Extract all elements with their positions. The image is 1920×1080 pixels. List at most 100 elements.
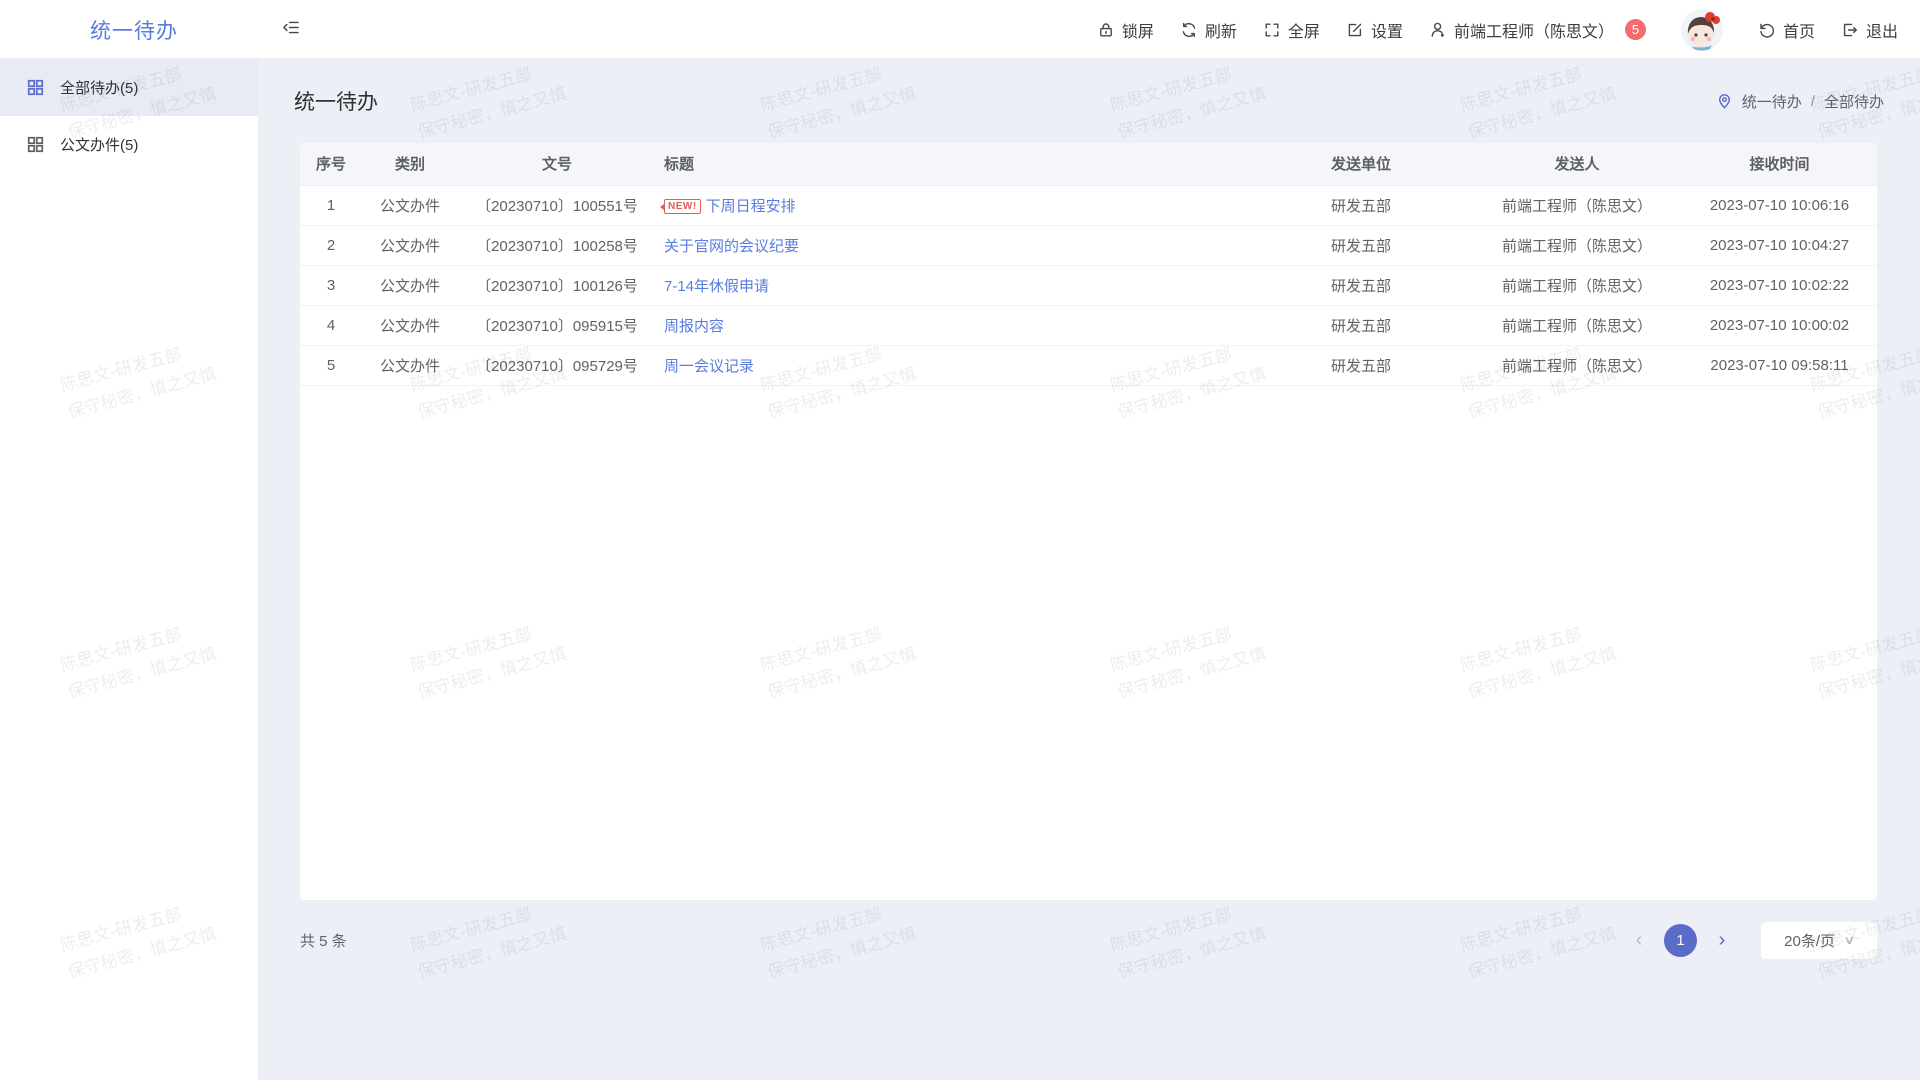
cell-doc-no: 〔20230710〕095915号 — [458, 305, 656, 346]
cell-time: 2023-07-10 10:02:22 — [1682, 265, 1877, 306]
col-time: 接收时间 — [1682, 143, 1877, 186]
cell-seq: 1 — [300, 185, 362, 226]
lock-screen-button[interactable]: 锁屏 — [1097, 18, 1154, 42]
home-button[interactable]: 首页 — [1758, 18, 1815, 42]
doc-title-link[interactable]: 7-14年休假申请 — [664, 277, 770, 295]
cell-unit: 研发五部 — [1250, 305, 1472, 346]
next-page-button[interactable]: › — [1718, 928, 1726, 951]
lock-icon — [1097, 21, 1115, 39]
table-row: 2 公文办件 〔20230710〕100258号 关于官网的会议纪要 研发五部 … — [300, 225, 1877, 266]
doc-title-link[interactable]: 周一会议记录 — [664, 357, 755, 375]
header-toolbar: 锁屏 刷新 全屏 设置 — [1097, 0, 1898, 59]
breadcrumb-current: 全部待办 — [1823, 93, 1884, 111]
new-badge: NEW! — [660, 198, 701, 214]
col-doc-no: 文号 — [458, 143, 656, 186]
lock-screen-label: 锁屏 — [1121, 23, 1154, 41]
location-pin-icon — [1716, 93, 1733, 110]
fullscreen-button[interactable]: 全屏 — [1263, 18, 1320, 42]
main-content: 统一待办 统一待办 / 全部待办 序号 类别 文号 — [259, 59, 1920, 1080]
avatar[interactable] — [1680, 8, 1724, 52]
logout-button[interactable]: 退出 — [1841, 18, 1898, 42]
sidebar-item-label: 公文办件(5) — [60, 137, 139, 154]
table-row: 1 公文办件 〔20230710〕100551号 NEW! 下周日程安排 研发五部… — [300, 185, 1877, 226]
todo-count-badge: 5 — [1624, 19, 1646, 40]
sidebar: 全部待办(5) 公文办件(5) — [0, 59, 259, 1080]
col-sender: 发送人 — [1472, 143, 1682, 186]
fullscreen-label: 全屏 — [1287, 23, 1320, 41]
table-row: 5 公文办件 〔20230710〕095729号 周一会议记录 研发五部 前端工… — [300, 345, 1877, 386]
pagination: ‹ 1 › 20条/页 ∨ — [1624, 921, 1877, 959]
breadcrumb: 统一待办 / 全部待办 — [1716, 91, 1884, 112]
refresh-button[interactable]: 刷新 — [1180, 18, 1237, 42]
cell-doc-no: 〔20230710〕095729号 — [458, 345, 656, 386]
total-count: 共 5 条 — [300, 932, 347, 950]
doc-title-link[interactable]: 关于官网的会议纪要 — [664, 237, 800, 255]
todo-table: 序号 类别 文号 标题 发送单位 发送人 接收时间 1 公文办件 〔202307… — [300, 143, 1877, 386]
page-number-button[interactable]: 1 — [1664, 923, 1697, 957]
cell-category: 公文办件 — [362, 345, 458, 386]
sidebar-collapse-button[interactable] — [278, 17, 304, 43]
cell-seq: 3 — [300, 265, 362, 306]
cell-seq: 2 — [300, 225, 362, 266]
menu-fold-icon — [282, 18, 301, 42]
logout-icon — [1841, 21, 1859, 39]
user-icon — [1429, 21, 1447, 39]
cell-unit: 研发五部 — [1250, 225, 1472, 266]
home-label: 首页 — [1782, 23, 1815, 41]
chevron-down-icon: ∨ — [1843, 933, 1856, 947]
col-unit: 发送单位 — [1250, 143, 1472, 186]
cell-sender: 前端工程师（陈思文） — [1472, 305, 1682, 346]
cell-time: 2023-07-10 10:06:16 — [1682, 185, 1877, 226]
sidebar-item-official-docs[interactable]: 公文办件(5) — [0, 116, 258, 173]
table-header-row: 序号 类别 文号 标题 发送单位 发送人 接收时间 — [300, 143, 1877, 186]
app-logo: 统一待办 — [90, 19, 178, 43]
settings-label: 设置 — [1370, 23, 1403, 41]
cell-sender: 前端工程师（陈思文） — [1472, 225, 1682, 266]
cell-category: 公文办件 — [362, 225, 458, 266]
table-row: 4 公文办件 〔20230710〕095915号 周报内容 研发五部 前端工程师… — [300, 305, 1877, 346]
doc-title-link[interactable]: 周报内容 — [664, 317, 725, 335]
cell-category: 公文办件 — [362, 305, 458, 346]
cell-sender: 前端工程师（陈思文） — [1472, 185, 1682, 226]
settings-button[interactable]: 设置 — [1346, 18, 1403, 42]
cell-seq: 5 — [300, 345, 362, 386]
cell-category: 公文办件 — [362, 265, 458, 306]
grid-icon — [26, 78, 45, 97]
cell-time: 2023-07-10 09:58:11 — [1682, 345, 1877, 386]
current-user[interactable]: 前端工程师（陈思文） 5 — [1429, 18, 1646, 42]
table-row: 3 公文办件 〔20230710〕100126号 7-14年休假申请 研发五部 … — [300, 265, 1877, 306]
col-seq: 序号 — [300, 143, 362, 186]
user-name: 前端工程师（陈思文） — [1453, 23, 1614, 41]
page-title: 统一待办 — [294, 91, 378, 114]
cell-sender: 前端工程师（陈思文） — [1472, 265, 1682, 306]
cell-doc-no: 〔20230710〕100126号 — [458, 265, 656, 306]
fullscreen-icon — [1263, 21, 1281, 39]
refresh-icon — [1180, 21, 1198, 39]
cell-category: 公文办件 — [362, 185, 458, 226]
cell-time: 2023-07-10 10:00:02 — [1682, 305, 1877, 346]
settings-edit-icon — [1346, 21, 1364, 39]
col-category: 类别 — [362, 143, 458, 186]
prev-page-button[interactable]: ‹ — [1635, 928, 1643, 951]
logout-label: 退出 — [1865, 23, 1898, 41]
grid-icon — [26, 135, 45, 154]
sidebar-item-all-todo[interactable]: 全部待办(5) — [0, 59, 258, 116]
cell-sender: 前端工程师（陈思文） — [1472, 345, 1682, 386]
doc-title-link[interactable]: 下周日程安排 — [705, 197, 796, 215]
breadcrumb-separator: / — [1810, 92, 1815, 110]
page-size-value: 20条/页 — [1784, 932, 1836, 950]
todo-table-card: 序号 类别 文号 标题 发送单位 发送人 接收时间 1 公文办件 〔202307… — [300, 143, 1877, 900]
col-title: 标题 — [656, 143, 1250, 186]
back-home-icon — [1758, 21, 1776, 39]
cell-time: 2023-07-10 10:04:27 — [1682, 225, 1877, 266]
cell-unit: 研发五部 — [1250, 345, 1472, 386]
breadcrumb-root[interactable]: 统一待办 — [1741, 93, 1802, 111]
cell-unit: 研发五部 — [1250, 265, 1472, 306]
cell-seq: 4 — [300, 305, 362, 346]
sidebar-item-label: 全部待办(5) — [60, 80, 139, 97]
page-size-select[interactable]: 20条/页 ∨ — [1761, 921, 1877, 959]
refresh-label: 刷新 — [1204, 23, 1237, 41]
cell-doc-no: 〔20230710〕100551号 — [458, 185, 656, 226]
app-header: 统一待办 锁屏 刷新 — [0, 0, 1920, 59]
cell-unit: 研发五部 — [1250, 185, 1472, 226]
